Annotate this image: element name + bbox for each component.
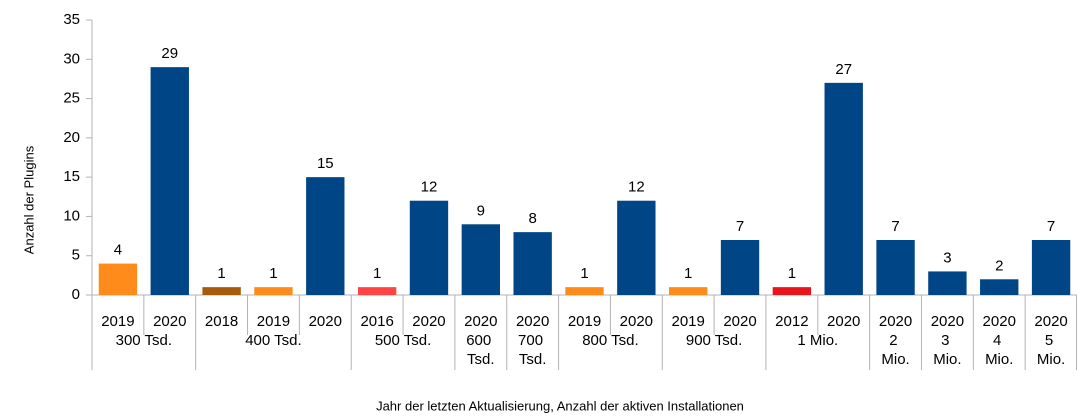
bar [772,287,812,295]
bar [513,232,552,295]
x-tick-label: 2020 [153,313,186,330]
bar [461,224,500,295]
y-tick-label: 20 [63,129,80,146]
y-tick-label: 10 [63,207,80,224]
value-label: 9 [477,202,485,219]
group-label: 300 Tsd. [116,332,172,349]
x-tick-label: 2016 [360,313,393,330]
group-label: 400 Tsd. [245,332,301,349]
value-label: 4 [114,242,122,259]
x-tick-label: 2019 [257,313,290,330]
group-label: 3 Mio. [933,332,961,368]
bar [306,177,345,295]
bar [928,271,967,295]
bar [720,240,760,295]
value-label: 15 [317,155,334,172]
value-label: 27 [835,61,852,78]
y-tick-label: 0 [72,286,80,303]
value-label: 8 [528,210,536,227]
bar [357,287,397,295]
bar [202,287,241,295]
value-label: 12 [421,179,438,196]
x-tick-label: 2020 [309,313,342,330]
value-label: 12 [628,179,645,196]
value-label: 1 [217,265,225,282]
x-tick-label: 2012 [775,313,808,330]
value-label: 7 [736,218,744,235]
y-tick-label: 15 [63,168,80,185]
group-label: 900 Tsd. [686,332,742,349]
x-tick-label: 2020 [879,313,912,330]
group-label: 800 Tsd. [582,332,638,349]
group-label: 500 Tsd. [375,332,431,349]
bar [876,240,915,295]
x-tick-label: 2020 [412,313,445,330]
y-tick-label: 30 [63,50,80,67]
x-tick-label: 2020 [983,313,1016,330]
value-label: 2 [995,257,1003,274]
group-label: 5 Mio. [1037,332,1065,368]
value-label: 1 [580,265,588,282]
y-tick-label: 5 [72,247,80,264]
value-label: 29 [161,45,178,62]
x-tick-label: 2020 [931,313,964,330]
bar [150,67,189,296]
x-tick-label: 2020 [723,313,756,330]
x-tick-label: 2019 [101,313,134,330]
x-axis-label: Jahr der letzten Aktualisierung, Anzahl … [376,398,744,413]
group-label: 700 Tsd. [518,332,547,368]
y-axis-label: Anzahl der Plugins [21,145,36,254]
group-label: 4 Mio. [985,332,1013,368]
x-tick-label: 2020 [516,313,549,330]
value-label: 1 [269,265,277,282]
group-label: 2 Mio. [881,332,909,368]
group-label: 1 Mio. [797,332,838,349]
bar [824,82,863,295]
x-tick-label: 2020 [1034,313,1067,330]
x-tick-label: 2019 [671,313,704,330]
value-label: 3 [943,249,951,266]
y-tick-label: 25 [63,90,80,107]
group-label: 600 Tsd. [466,332,495,368]
bar [98,263,138,295]
x-tick-label: 2019 [568,313,601,330]
x-tick-label: 2020 [827,313,860,330]
bar [1031,240,1071,295]
value-label: 7 [891,218,899,235]
bar [254,287,293,295]
bar [669,287,708,295]
x-tick-label: 2020 [620,313,653,330]
y-tick-label: 35 [63,11,80,28]
value-label: 1 [684,265,692,282]
value-label: 1 [373,265,381,282]
bar [565,287,604,295]
bar [409,200,449,295]
value-label: 7 [1047,218,1055,235]
bar [980,279,1019,295]
value-label: 1 [788,265,796,282]
bar [617,200,656,295]
x-tick-label: 2020 [464,313,497,330]
x-tick-label: 2018 [205,313,238,330]
